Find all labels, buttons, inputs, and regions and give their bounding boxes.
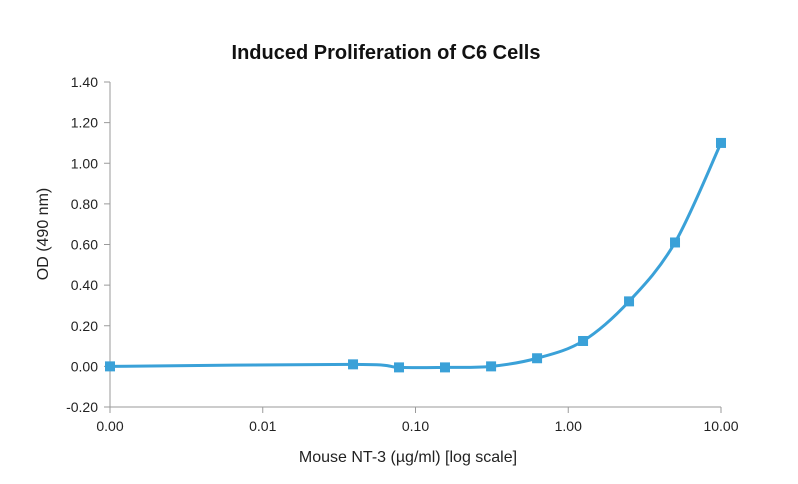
x-axis-ticks: 0.00 0.01 0.10 1.00 10.00	[96, 407, 739, 434]
y-tick-label: 0.00	[71, 358, 98, 374]
data-point-marker	[486, 361, 497, 372]
y-axis-label: OD (490 nm)	[35, 188, 52, 280]
data-point-marker	[394, 362, 405, 373]
x-tick-label: 10.00	[703, 418, 738, 434]
y-tick-label: 0.80	[71, 196, 98, 212]
data-point-marker	[532, 353, 543, 364]
x-axis-label: Mouse NT-3 (µg/ml) [log scale]	[299, 449, 517, 466]
y-tick-label: 1.00	[71, 155, 98, 171]
data-point-marker	[624, 296, 635, 307]
data-point-marker	[348, 359, 359, 370]
series-line	[109, 142, 723, 370]
y-tick-label: 0.40	[71, 277, 98, 293]
y-tick-label: 0.20	[71, 318, 98, 334]
data-point-marker	[578, 335, 589, 346]
x-tick-label: 0.00	[96, 418, 123, 434]
data-point-marker	[105, 361, 115, 372]
data-point-marker	[670, 237, 681, 248]
y-tick-label: 1.20	[71, 115, 98, 131]
y-axis-ticks: -0.20 0.00 0.20 0.40 0.60 0.80 1.00 1.20 1.40	[66, 74, 110, 415]
data-point-marker	[716, 137, 726, 148]
chart-title: Induced Proliferation of C6 Cells	[232, 42, 541, 64]
x-tick-label: 0.10	[402, 418, 429, 434]
data-point-marker	[439, 362, 450, 373]
x-tick-label: 0.01	[249, 418, 276, 434]
y-tick-label: 0.60	[71, 237, 98, 253]
series-markers	[105, 137, 726, 373]
y-tick-label: 1.40	[71, 74, 98, 90]
x-tick-label: 1.00	[555, 418, 582, 434]
y-tick-label: -0.20	[66, 399, 98, 415]
